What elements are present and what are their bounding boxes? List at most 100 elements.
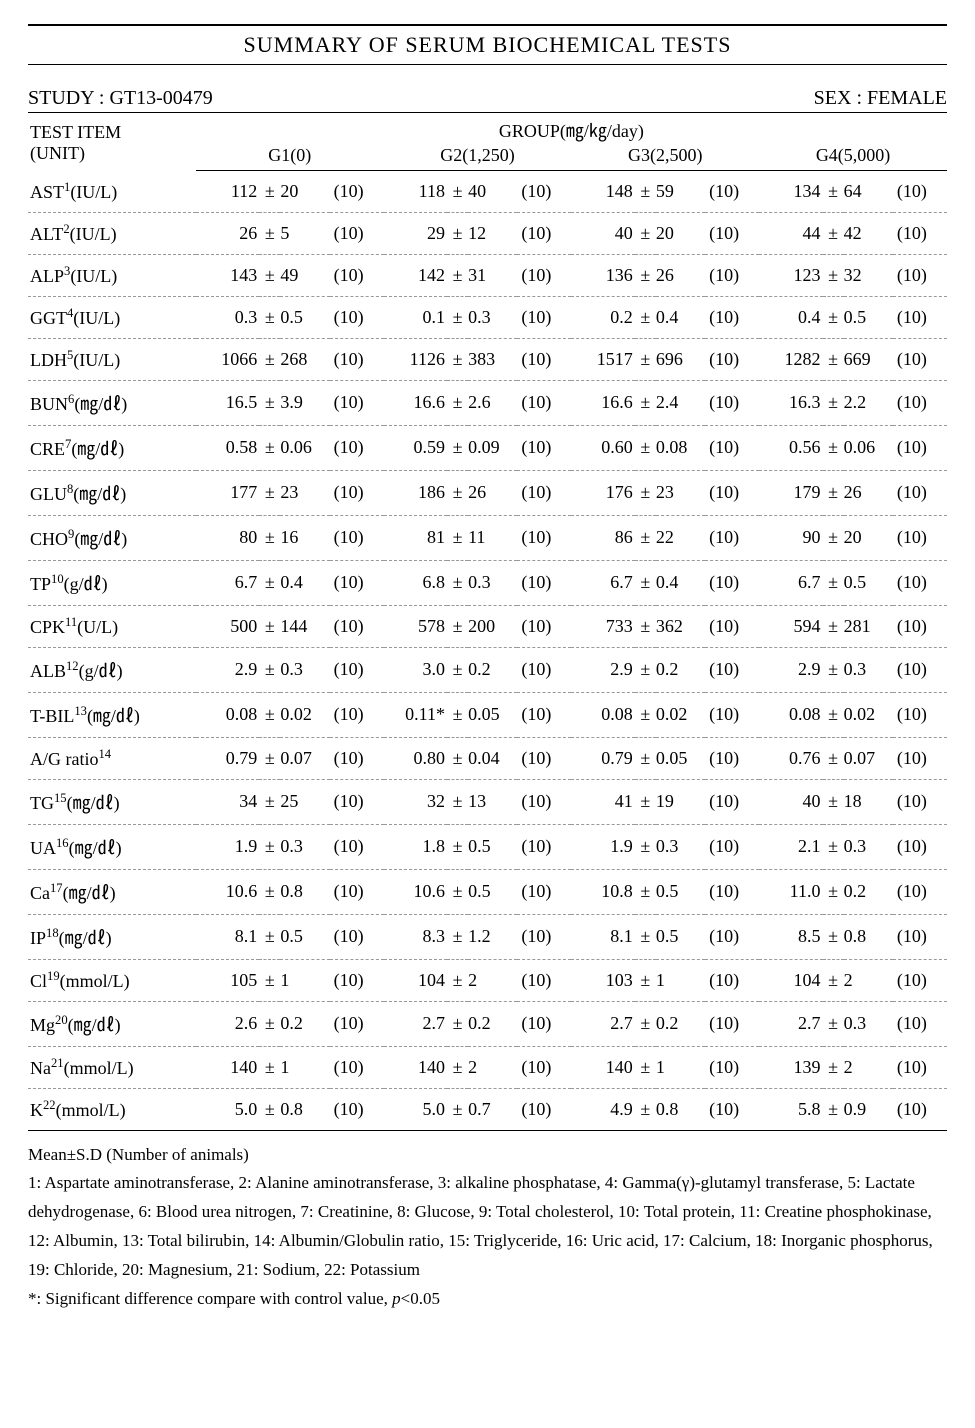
plus-minus: ± [823,779,844,824]
mean-value: 140 [196,1046,259,1088]
n-value: (10) [517,779,571,824]
mean-value: 2.9 [759,647,822,692]
sd-value: 0.5 [844,560,893,605]
n-value: (10) [705,692,759,737]
sd-value: 0.02 [844,692,893,737]
n-value: (10) [330,737,384,779]
test-item-cell: UA16(㎎/㎗) [28,824,196,869]
plus-minus: ± [823,338,844,380]
plus-minus: ± [823,380,844,425]
n-value: (10) [330,1088,384,1130]
mean-value: 2.9 [571,647,634,692]
plus-minus: ± [635,647,656,692]
plus-minus: ± [823,959,844,1001]
plus-minus: ± [447,425,468,470]
group-col-header: G1(0) [196,144,384,171]
mean-value: 112 [196,171,259,213]
table-row: LDH5(IU/L)1066±268(10)1126±383(10)1517±6… [28,338,947,380]
plus-minus: ± [259,959,280,1001]
sd-value: 0.3 [280,647,329,692]
test-item-cell: T-BIL13(㎎/㎗) [28,692,196,737]
test-item-header: TEST ITEM (UNIT) [28,113,196,171]
sd-value: 0.07 [280,737,329,779]
n-value: (10) [705,737,759,779]
biochem-table: TEST ITEM (UNIT) GROUP(㎎/㎏/day) G1(0)G2(… [28,112,947,1131]
test-item-name: T-BIL [30,706,74,726]
test-item-cell: ALB12(g/㎗) [28,647,196,692]
mean-value: 32 [384,779,447,824]
mean-value: 41 [571,779,634,824]
sd-value: 0.4 [280,560,329,605]
n-value: (10) [330,425,384,470]
test-item-name: UA [30,838,56,858]
test-item-name: GGT [30,308,67,328]
plus-minus: ± [259,425,280,470]
sd-value: 0.3 [280,824,329,869]
plus-minus: ± [447,560,468,605]
n-value: (10) [893,737,947,779]
table-row: IP18(㎎/㎗)8.1±0.5(10)8.3±1.2(10)8.1±0.5(1… [28,914,947,959]
sd-value: 2 [844,1046,893,1088]
mean-value: 2.1 [759,824,822,869]
sd-value: 0.2 [468,647,517,692]
footnote-mean-sd: Mean±S.D (Number of animals) [28,1141,947,1170]
sd-value: 19 [656,779,705,824]
n-value: (10) [893,171,947,213]
mean-value: 140 [384,1046,447,1088]
test-item-name: K [30,1100,43,1120]
n-value: (10) [517,737,571,779]
mean-value: 0.58 [196,425,259,470]
mean-value: 5.0 [384,1088,447,1130]
sd-value: 18 [844,779,893,824]
sd-value: 22 [656,515,705,560]
plus-minus: ± [447,1001,468,1046]
table-row: Mg20(㎎/㎗)2.6±0.2(10)2.7±0.2(10)2.7±0.2(1… [28,1001,947,1046]
plus-minus: ± [823,296,844,338]
sd-value: 59 [656,171,705,213]
n-value: (10) [893,647,947,692]
sd-value: 0.8 [656,1088,705,1130]
test-item-cell: AST1(IU/L) [28,171,196,213]
n-value: (10) [330,647,384,692]
table-row: GLU8(㎎/㎗)177±23(10)186±26(10)176±23(10)1… [28,470,947,515]
test-item-name: ALB [30,661,66,681]
mean-value: 3.0 [384,647,447,692]
sd-value: 1 [280,959,329,1001]
plus-minus: ± [259,1001,280,1046]
mean-value: 6.8 [384,560,447,605]
sd-value: 0.2 [656,1001,705,1046]
n-value: (10) [330,605,384,647]
sd-value: 200 [468,605,517,647]
plus-minus: ± [823,692,844,737]
plus-minus: ± [635,779,656,824]
mean-value: 8.5 [759,914,822,959]
n-value: (10) [893,869,947,914]
plus-minus: ± [635,869,656,914]
mean-value: 103 [571,959,634,1001]
plus-minus: ± [259,692,280,737]
mean-value: 104 [384,959,447,1001]
test-item-unit: (㎎/㎗) [71,439,124,459]
test-item-sup: 14 [98,747,111,761]
sd-value: 3.9 [280,380,329,425]
test-item-unit: (㎎/㎗) [63,883,116,903]
test-item-cell: GGT4(IU/L) [28,296,196,338]
mean-value: 118 [384,171,447,213]
sd-value: 26 [844,470,893,515]
sd-value: 0.5 [844,296,893,338]
plus-minus: ± [447,515,468,560]
sd-value: 0.4 [656,296,705,338]
n-value: (10) [330,824,384,869]
n-value: (10) [893,1001,947,1046]
n-value: (10) [517,692,571,737]
n-value: (10) [893,692,947,737]
n-value: (10) [705,380,759,425]
mean-value: 81 [384,515,447,560]
test-item-unit: (㎎/㎗) [68,1015,121,1035]
test-item-cell: A/G ratio14 [28,737,196,779]
n-value: (10) [893,605,947,647]
table-row: Cl19(mmol/L)105±1(10)104±2(10)103±1(10)1… [28,959,947,1001]
sd-value: 25 [280,779,329,824]
n-value: (10) [517,296,571,338]
test-item-cell: TG15(㎎/㎗) [28,779,196,824]
